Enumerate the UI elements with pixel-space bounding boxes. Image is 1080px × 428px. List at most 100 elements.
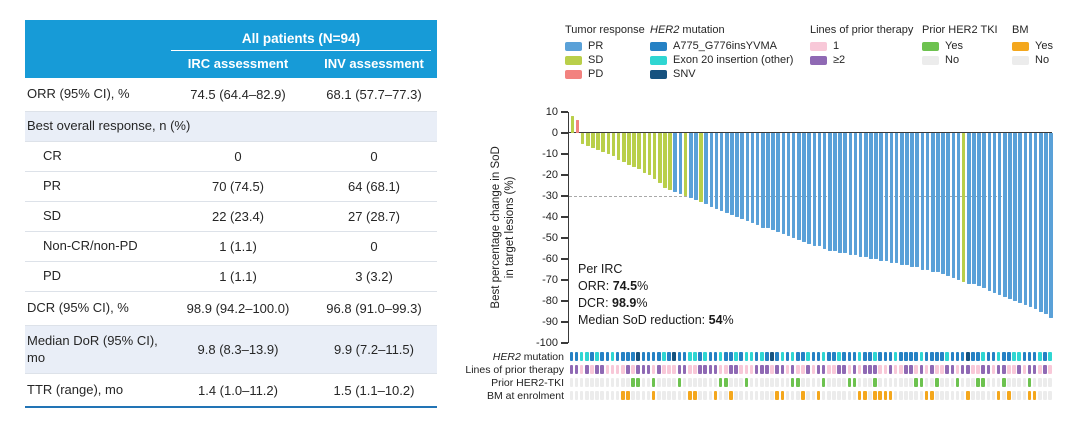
strip-cell — [950, 391, 955, 400]
strip-cell — [1022, 391, 1027, 400]
strip-cell — [837, 352, 841, 361]
strip-cells — [568, 391, 1052, 401]
y-tick-mark — [561, 153, 568, 155]
waterfall-bar — [838, 133, 842, 253]
strip-cell — [852, 365, 857, 374]
strip-cell — [904, 378, 908, 387]
waterfall-bar — [786, 133, 791, 236]
waterfall-bar — [714, 133, 719, 209]
table-row: TTR (range), mo 1.4 (1.0–11.2) 1.5 (1.1–10… — [25, 374, 437, 408]
strip-cell — [796, 352, 800, 361]
table-span-header: All patients (N=94) — [241, 31, 361, 46]
table-row: Median DoR (95% CI), mo 9.8 (8.3–13.9) 9.9… — [25, 326, 437, 374]
strip-cell — [924, 352, 929, 361]
legend-swatch-icon — [922, 55, 939, 65]
strip-cell — [646, 378, 651, 387]
legend-item-label: Yes — [945, 40, 963, 52]
strip-cell — [914, 365, 919, 374]
legend-title: BM — [1012, 24, 1029, 36]
strip-cell — [739, 378, 743, 387]
strip-cell — [749, 378, 754, 387]
strip-cell — [1032, 391, 1037, 400]
strip-cell — [873, 391, 877, 400]
y-tick-label: 10 — [545, 105, 558, 118]
waterfall-bar — [930, 133, 935, 272]
waterfall-bar — [704, 133, 708, 205]
strip-cell — [1012, 352, 1016, 361]
strip-cell — [1038, 391, 1042, 400]
strip-cell — [862, 378, 867, 387]
strip-cell — [899, 365, 903, 374]
strip-cell — [605, 378, 610, 387]
row-label: ORR (95% CI), % — [27, 86, 130, 102]
strip-cell — [595, 391, 599, 400]
strip-cell — [729, 378, 733, 387]
strip-cell — [579, 378, 584, 387]
row-label: CR — [43, 148, 62, 164]
waterfall-bar — [632, 133, 636, 167]
strip-cell — [646, 352, 651, 361]
strip-cell — [672, 365, 677, 374]
strip-cell — [1048, 352, 1052, 361]
legend-group: BM Yes No — [1012, 24, 1053, 67]
waterfall-bar — [771, 133, 775, 230]
strip-cell — [657, 378, 661, 387]
strip-cell — [595, 378, 599, 387]
strip-cell — [1048, 378, 1052, 387]
strip-cell — [749, 391, 754, 400]
legend-item: SD — [565, 53, 645, 67]
strip-cell — [796, 365, 800, 374]
strip-cell — [785, 365, 790, 374]
strip-cell — [569, 378, 574, 387]
strip-cell — [842, 391, 846, 400]
strip-cell — [729, 391, 733, 400]
strip-cell — [770, 352, 774, 361]
strip-cell — [811, 391, 816, 400]
strip-cell — [749, 365, 754, 374]
cell-inv: 96.8 (91.0–99.3) — [326, 301, 422, 316]
strip-cell — [1022, 352, 1027, 361]
strip-cell — [950, 352, 955, 361]
strip-cell — [775, 378, 780, 387]
strip-cell — [693, 352, 697, 361]
strip-cell — [703, 365, 707, 374]
strip-cell — [837, 365, 841, 374]
strip-cell — [626, 365, 630, 374]
waterfall-bar — [884, 133, 889, 262]
legend-swatch-icon — [810, 55, 827, 65]
waterfall-bar — [1033, 133, 1038, 310]
cell-inv: 64 (68.1) — [347, 179, 401, 194]
legend-item: Yes — [922, 39, 998, 53]
strip-cell — [986, 352, 991, 361]
waterfall-bar — [575, 120, 580, 133]
legend-item-label: No — [1035, 54, 1050, 66]
waterfall-bar — [580, 133, 585, 144]
strip-cell — [1043, 352, 1047, 361]
strip-cell — [940, 352, 944, 361]
strip-cell — [1002, 352, 1006, 361]
strip-cells — [568, 378, 1052, 388]
strip-cell — [657, 391, 661, 400]
y-tick-mark — [561, 216, 568, 218]
strip-cell — [780, 352, 785, 361]
strip-cell — [883, 365, 888, 374]
strip-cell — [950, 365, 955, 374]
strip-cell — [631, 365, 635, 374]
waterfall-bar — [833, 133, 837, 251]
strip-cell — [677, 365, 682, 374]
strip-cell — [790, 365, 795, 374]
cell-inv: 1.5 (1.1–10.2) — [333, 382, 415, 398]
legend-item-label: No — [945, 54, 960, 66]
strip-cell — [682, 391, 687, 400]
strip-cell — [914, 352, 919, 361]
strip-cell — [816, 365, 821, 374]
strip-cell — [667, 391, 671, 400]
strip-cell — [1027, 378, 1032, 387]
strip-cell — [785, 378, 790, 387]
strip-cell — [672, 378, 677, 387]
strip-cell — [744, 391, 749, 400]
legend-swatch-icon — [565, 69, 582, 79]
cell-inv: 68.1 (57.7–77.3) — [326, 87, 422, 102]
strip-cell — [651, 391, 656, 400]
strip-cell — [749, 352, 754, 361]
